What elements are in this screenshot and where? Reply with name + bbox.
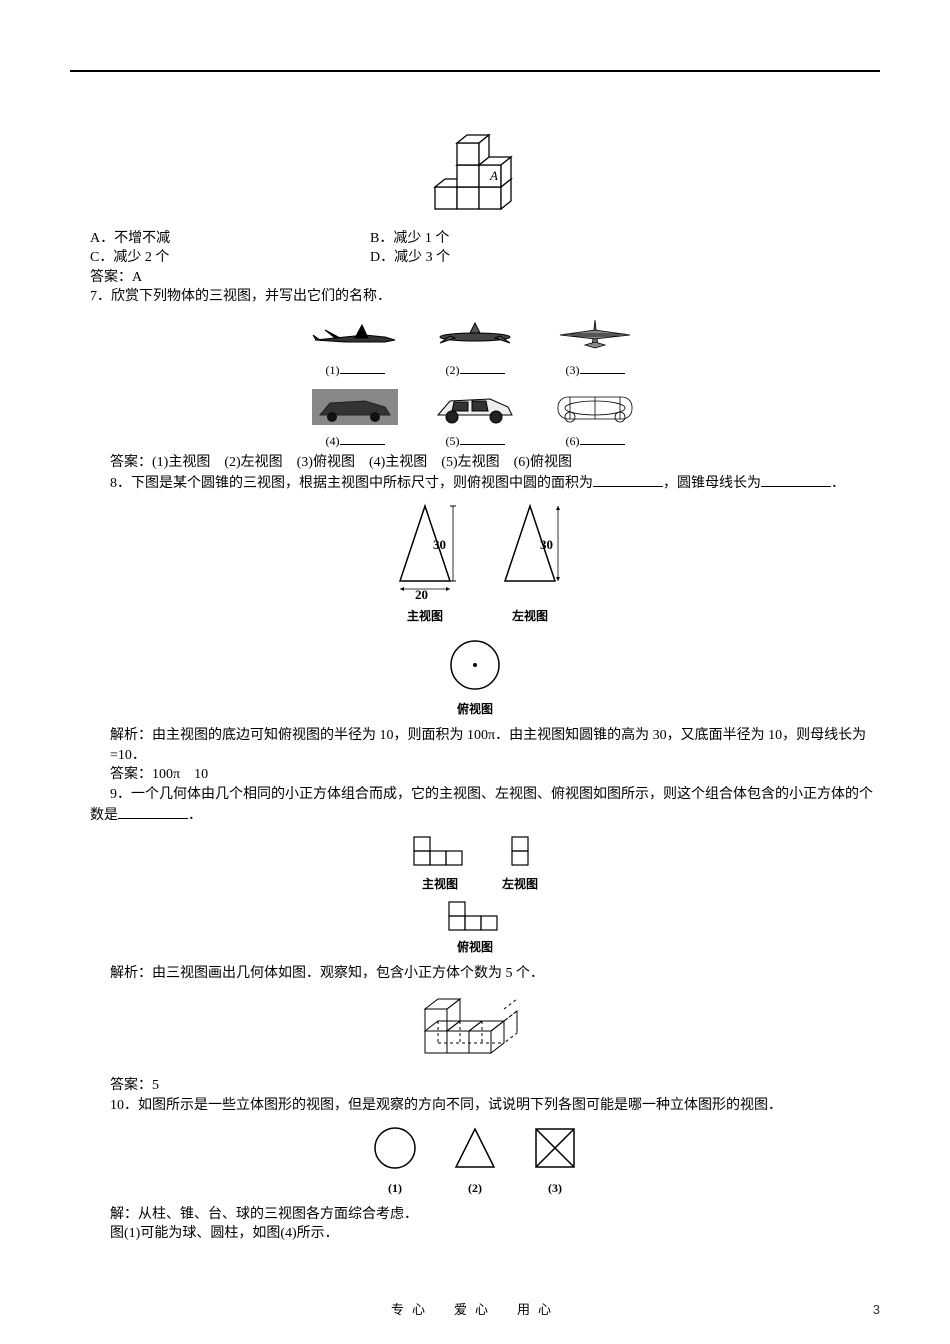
dim-20: 20 bbox=[415, 587, 428, 601]
content: A A．不增不减 B．减少 1 个 C．减少 2 个 D．减少 3 个 答案：A… bbox=[70, 132, 880, 1244]
lbl-3: (3) bbox=[566, 363, 580, 377]
q9-analysis: 解析：由三视图画出几何体如图．观察知，包含小正方体个数为 5 个． bbox=[110, 964, 880, 984]
q10-lbl-1: (1) bbox=[370, 1180, 420, 1197]
q10-lbl-3: (3) bbox=[530, 1180, 580, 1197]
q9-main-label: 主视图 bbox=[410, 876, 470, 893]
q9-top-label: 俯视图 bbox=[70, 939, 880, 956]
q10-stem: 10．如图所示是一些立体图形的视图，但是观察的方向不同，试说明下列各图可能是哪一… bbox=[90, 1096, 880, 1116]
lbl-1: (1) bbox=[326, 363, 340, 377]
q8-left-view: 30 左视图 bbox=[495, 501, 565, 624]
q9-top: 俯视图 bbox=[70, 898, 880, 955]
page-number: 3 bbox=[873, 1301, 880, 1319]
cube-a-label: A bbox=[489, 168, 498, 183]
lbl-2: (2) bbox=[446, 363, 460, 377]
q8-analysis: 解析：由主视图的底边可知俯视图的半径为 10，则面积为 100π．由主视图知圆锥… bbox=[110, 726, 880, 765]
car-6: (6) bbox=[550, 387, 640, 451]
q6-answer: 答案：A bbox=[90, 268, 880, 288]
q8-stem-b: ，圆锥母线长为 bbox=[663, 476, 761, 491]
q8-blank-1 bbox=[593, 473, 663, 487]
blank-4 bbox=[340, 435, 385, 446]
q10-sol1: 解：从柱、锥、台、球的三视图各方面综合考虑． bbox=[110, 1205, 880, 1225]
q8-left-label: 左视图 bbox=[495, 608, 565, 625]
lbl-5: (5) bbox=[446, 434, 460, 448]
q8-stem-c: ． bbox=[831, 476, 845, 491]
q10-figure: (1) (2) (3) bbox=[70, 1123, 880, 1196]
q8-main-view: 30 20 主视图 bbox=[385, 501, 465, 624]
q7-planes: (1) (2) bbox=[70, 315, 880, 379]
plane-3: (3) bbox=[550, 315, 640, 379]
q9-3d bbox=[70, 991, 880, 1068]
q10-lbl-2: (2) bbox=[450, 1180, 500, 1197]
q8-answer: 答案：100π 10 bbox=[110, 765, 880, 785]
blank-6 bbox=[580, 435, 625, 446]
q7-cars: (4) (5) bbox=[70, 387, 880, 451]
q9-main: 主视图 bbox=[410, 833, 470, 892]
q10-shape-2: (2) bbox=[450, 1123, 500, 1196]
q6-options-1: A．不增不减 B．减少 1 个 bbox=[90, 229, 880, 249]
q9-stem-wrap: 9．一个几何体由几个相同的小正方体组合而成，它的主视图、左视图、俯视图如图所示，… bbox=[90, 785, 880, 825]
q6-figure: A bbox=[70, 132, 880, 224]
opt-b: B．减少 1 个 bbox=[370, 229, 449, 249]
q7-answer: 答案：(1)主视图 (2)左视图 (3)俯视图 (4)主视图 (5)左视图 (6… bbox=[110, 453, 880, 473]
opt-a: A．不增不减 bbox=[90, 229, 370, 249]
q7-stem: 7．欣赏下列物体的三视图，并写出它们的名称． bbox=[90, 287, 880, 307]
plane-2: (2) bbox=[430, 315, 520, 379]
q8-stem: 8．下图是某个圆锥的三视图，根据主视图中所标尺寸，则俯视图中圆的面积为 ，圆锥母线… bbox=[90, 473, 880, 494]
q10-shape-1: (1) bbox=[370, 1123, 420, 1196]
car-4: (4) bbox=[310, 387, 400, 451]
car-5: (5) bbox=[430, 387, 520, 451]
blank-5 bbox=[460, 435, 505, 446]
q6-options-2: C．减少 2 个 D．减少 3 个 bbox=[90, 248, 880, 268]
q8-top-label: 俯视图 bbox=[70, 701, 880, 718]
q9-figure: 主视图 左视图 bbox=[70, 833, 880, 956]
q9-blank bbox=[118, 805, 188, 819]
header-rule bbox=[70, 70, 880, 72]
q9-stem-end: ． bbox=[188, 808, 202, 823]
opt-d: D．减少 3 个 bbox=[370, 248, 450, 268]
q8-figure: 30 20 主视图 30 左视图 bbox=[70, 501, 880, 718]
opt-c: C．减少 2 个 bbox=[90, 248, 370, 268]
q8-stem-a: 8．下图是某个圆锥的三视图，根据主视图中所标尺寸，则俯视图中圆的面积为 bbox=[110, 476, 593, 491]
q9-left-label: 左视图 bbox=[500, 876, 540, 893]
q10-sol2: 图(1)可能为球、圆柱，如图(4)所示． bbox=[110, 1224, 880, 1244]
blank-3 bbox=[580, 363, 625, 374]
q8-blank-2 bbox=[761, 473, 831, 487]
q9-left: 左视图 bbox=[500, 833, 540, 892]
q9-stem: 9．一个几何体由几个相同的小正方体组合而成，它的主视图、左视图、俯视图如图所示，… bbox=[90, 787, 873, 823]
q10-shape-3: (3) bbox=[530, 1123, 580, 1196]
lbl-4: (4) bbox=[326, 434, 340, 448]
plane-1: (1) bbox=[310, 315, 400, 379]
q8-main-label: 主视图 bbox=[385, 608, 465, 625]
dim-30-1: 30 bbox=[433, 537, 446, 552]
lbl-6: (6) bbox=[566, 434, 580, 448]
q10-stem-text: 10．如图所示是一些立体图形的视图，但是观察的方向不同，试说明下列各图可能是哪一… bbox=[110, 1098, 782, 1113]
blank-2 bbox=[460, 363, 505, 374]
q9-answer: 答案：5 bbox=[110, 1076, 880, 1096]
footer-text: 专心 爱心 用心 bbox=[0, 1301, 950, 1319]
blank-1 bbox=[340, 363, 385, 374]
dim-30-2: 30 bbox=[540, 537, 553, 552]
